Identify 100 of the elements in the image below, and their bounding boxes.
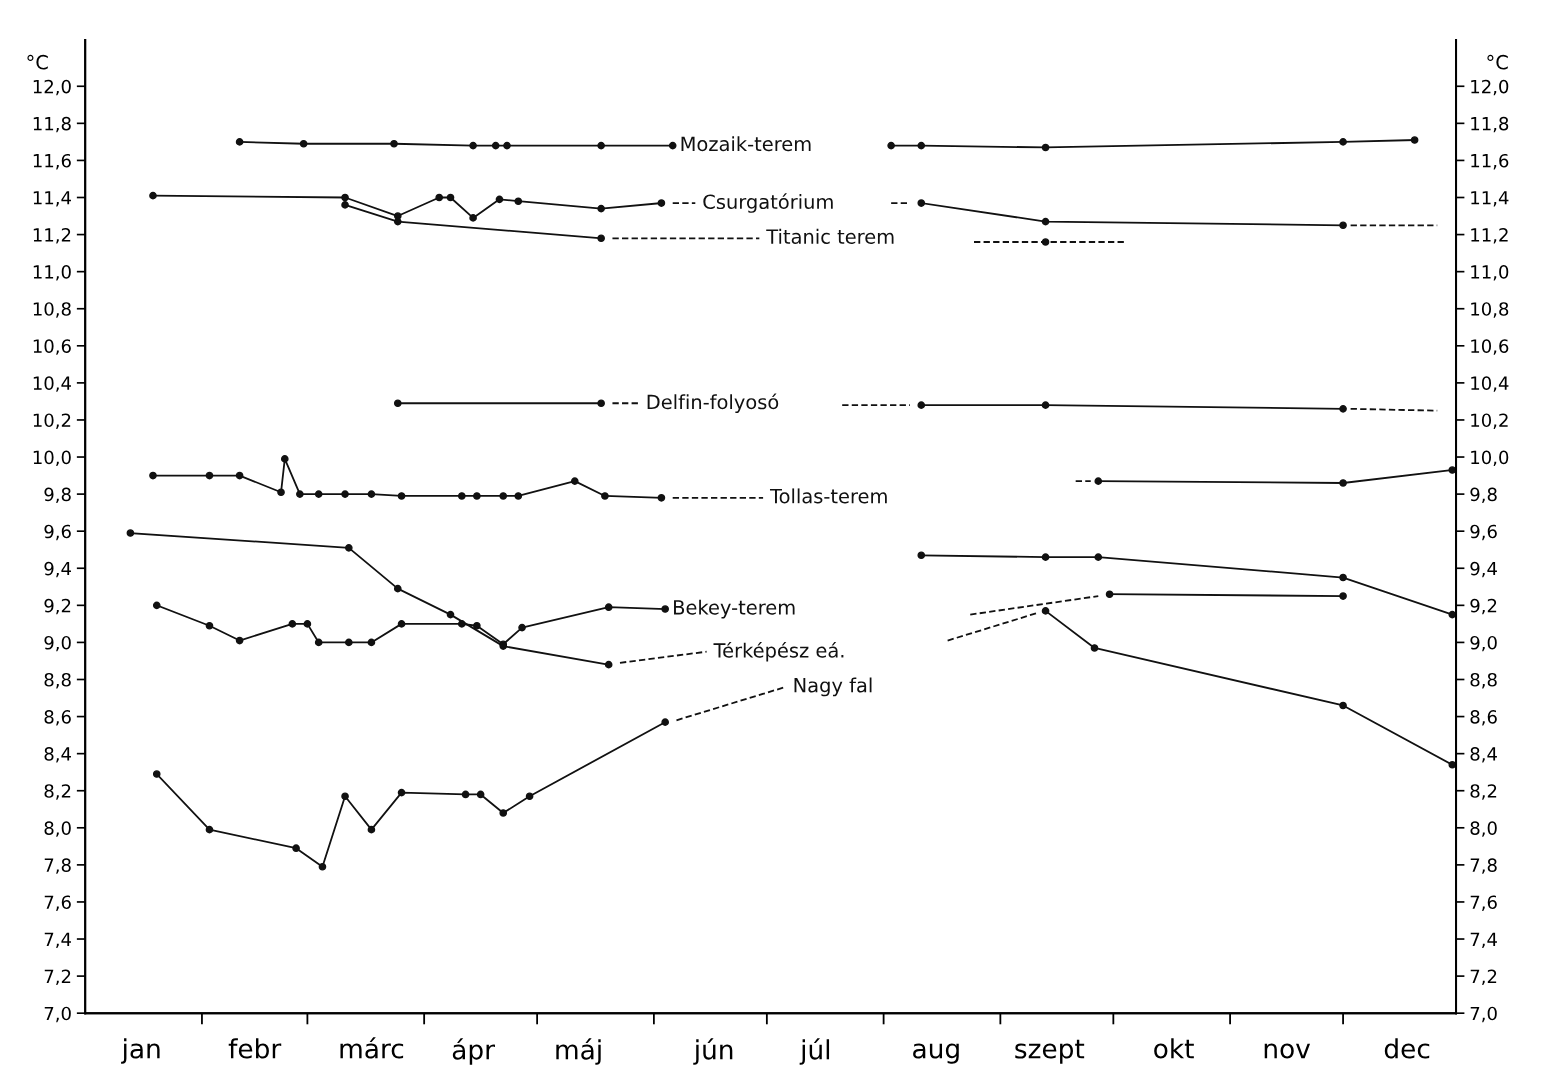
point [597,204,605,213]
text: °C [27,54,48,70]
series-label: Csurgatórium [703,193,833,213]
y2-tick-label: 11,2 [1471,228,1508,244]
point [917,141,926,150]
y2-tick-label: 8,0 [1470,821,1497,837]
point [461,790,470,799]
series-label: Titanic terem [766,228,894,244]
point [1339,221,1347,230]
x-tick-label: júl [799,1038,830,1065]
point [503,141,511,150]
y-tick-label: 10,4 [33,376,71,392]
point [604,603,613,612]
point [570,477,579,485]
point [303,620,312,628]
point [435,193,444,202]
y-tick-label: 9,2 [44,598,71,615]
y2-tick-label: 8,6 [1470,710,1497,726]
y-tick-label: 7,2 [44,969,71,986]
y2-tick-label: 10,8 [1471,302,1509,318]
point [393,584,402,593]
point [514,492,523,500]
point [476,790,485,799]
y2-tick-label: 10,0 [1471,450,1509,466]
y-tick-label: 10,2 [33,413,71,429]
point [887,141,895,150]
y-tick-label: 10,8 [33,302,71,318]
x-tick-label: máj [556,1038,601,1065]
y-tick-label: 9,6 [44,524,71,541]
point [1094,477,1103,485]
y2-tick-label: 8,8 [1470,672,1497,689]
series-label: Tollas-terem [769,488,887,504]
point [1041,143,1050,152]
point [1041,607,1050,615]
point [491,141,500,150]
point [390,139,398,148]
point [341,490,349,498]
point [345,544,353,552]
point [367,490,376,498]
point [393,399,402,408]
point [341,792,349,801]
point [1090,644,1099,652]
series-label: Bekey-terem [674,599,795,619]
y-tick-label: 11,6 [33,153,71,170]
y-tick-label: 12,0 [33,79,71,96]
point [518,623,526,632]
point [341,201,349,209]
point [917,551,926,560]
point [525,792,534,801]
y-tick-label: 10,0 [33,450,71,466]
point [597,234,605,243]
y2-tick-label: 7,0 [1470,1006,1497,1023]
y-tick-label: 7,4 [44,932,71,948]
point [1339,573,1347,582]
y2-tick-label: 10,2 [1471,413,1508,429]
x-tick-label: jún [693,1038,733,1065]
point [601,492,609,500]
y2-tick-label: 9,8 [1470,487,1497,504]
y-tick-label: 9,8 [44,487,71,504]
y-tick-label: 7,8 [44,858,71,874]
point [469,141,477,150]
y-tick-label: 10,6 [33,339,71,355]
point [367,825,376,834]
point [661,718,669,726]
point [604,660,613,669]
x-tick-label: okt [1154,1038,1194,1059]
y-tick-label: 8,8 [44,672,71,689]
y2-tick-label: 11,4 [1471,191,1509,207]
point [1041,553,1050,561]
point [314,490,323,498]
point [1339,592,1347,600]
y-tick-label: 11,8 [33,116,71,133]
point [1094,553,1103,561]
point [473,492,481,500]
y2-tick-label: 7,2 [1470,969,1497,986]
y-tick-label: 8,4 [44,747,71,763]
series-label: Mozaik-terem [681,136,811,152]
point [661,605,669,613]
point [1339,701,1347,710]
point [1041,238,1050,246]
y2-tick-label: 11,0 [1471,265,1509,281]
y-tick-label: 9,0 [44,635,71,652]
point [341,193,349,202]
y2-tick-label: 9,6 [1470,524,1497,541]
y2-tick-label: 8,4 [1470,747,1497,763]
x-tick-label: jan [121,1038,160,1064]
y2-tick-label: 10,4 [1471,376,1509,392]
x-tick-label: márc [340,1037,404,1059]
y2-tick-label: 10,6 [1471,339,1509,355]
point [446,193,455,202]
point [393,212,402,220]
y-tick-label: 11,0 [33,265,71,281]
point [917,199,926,207]
point [457,492,466,500]
x-tick-label: szept [1015,1039,1085,1064]
series-label: Nagy fal [794,677,872,697]
point [657,493,666,502]
point [1105,590,1114,599]
y-tick-label: 11,4 [33,191,71,207]
y2-tick-label: 11,8 [1471,116,1509,133]
